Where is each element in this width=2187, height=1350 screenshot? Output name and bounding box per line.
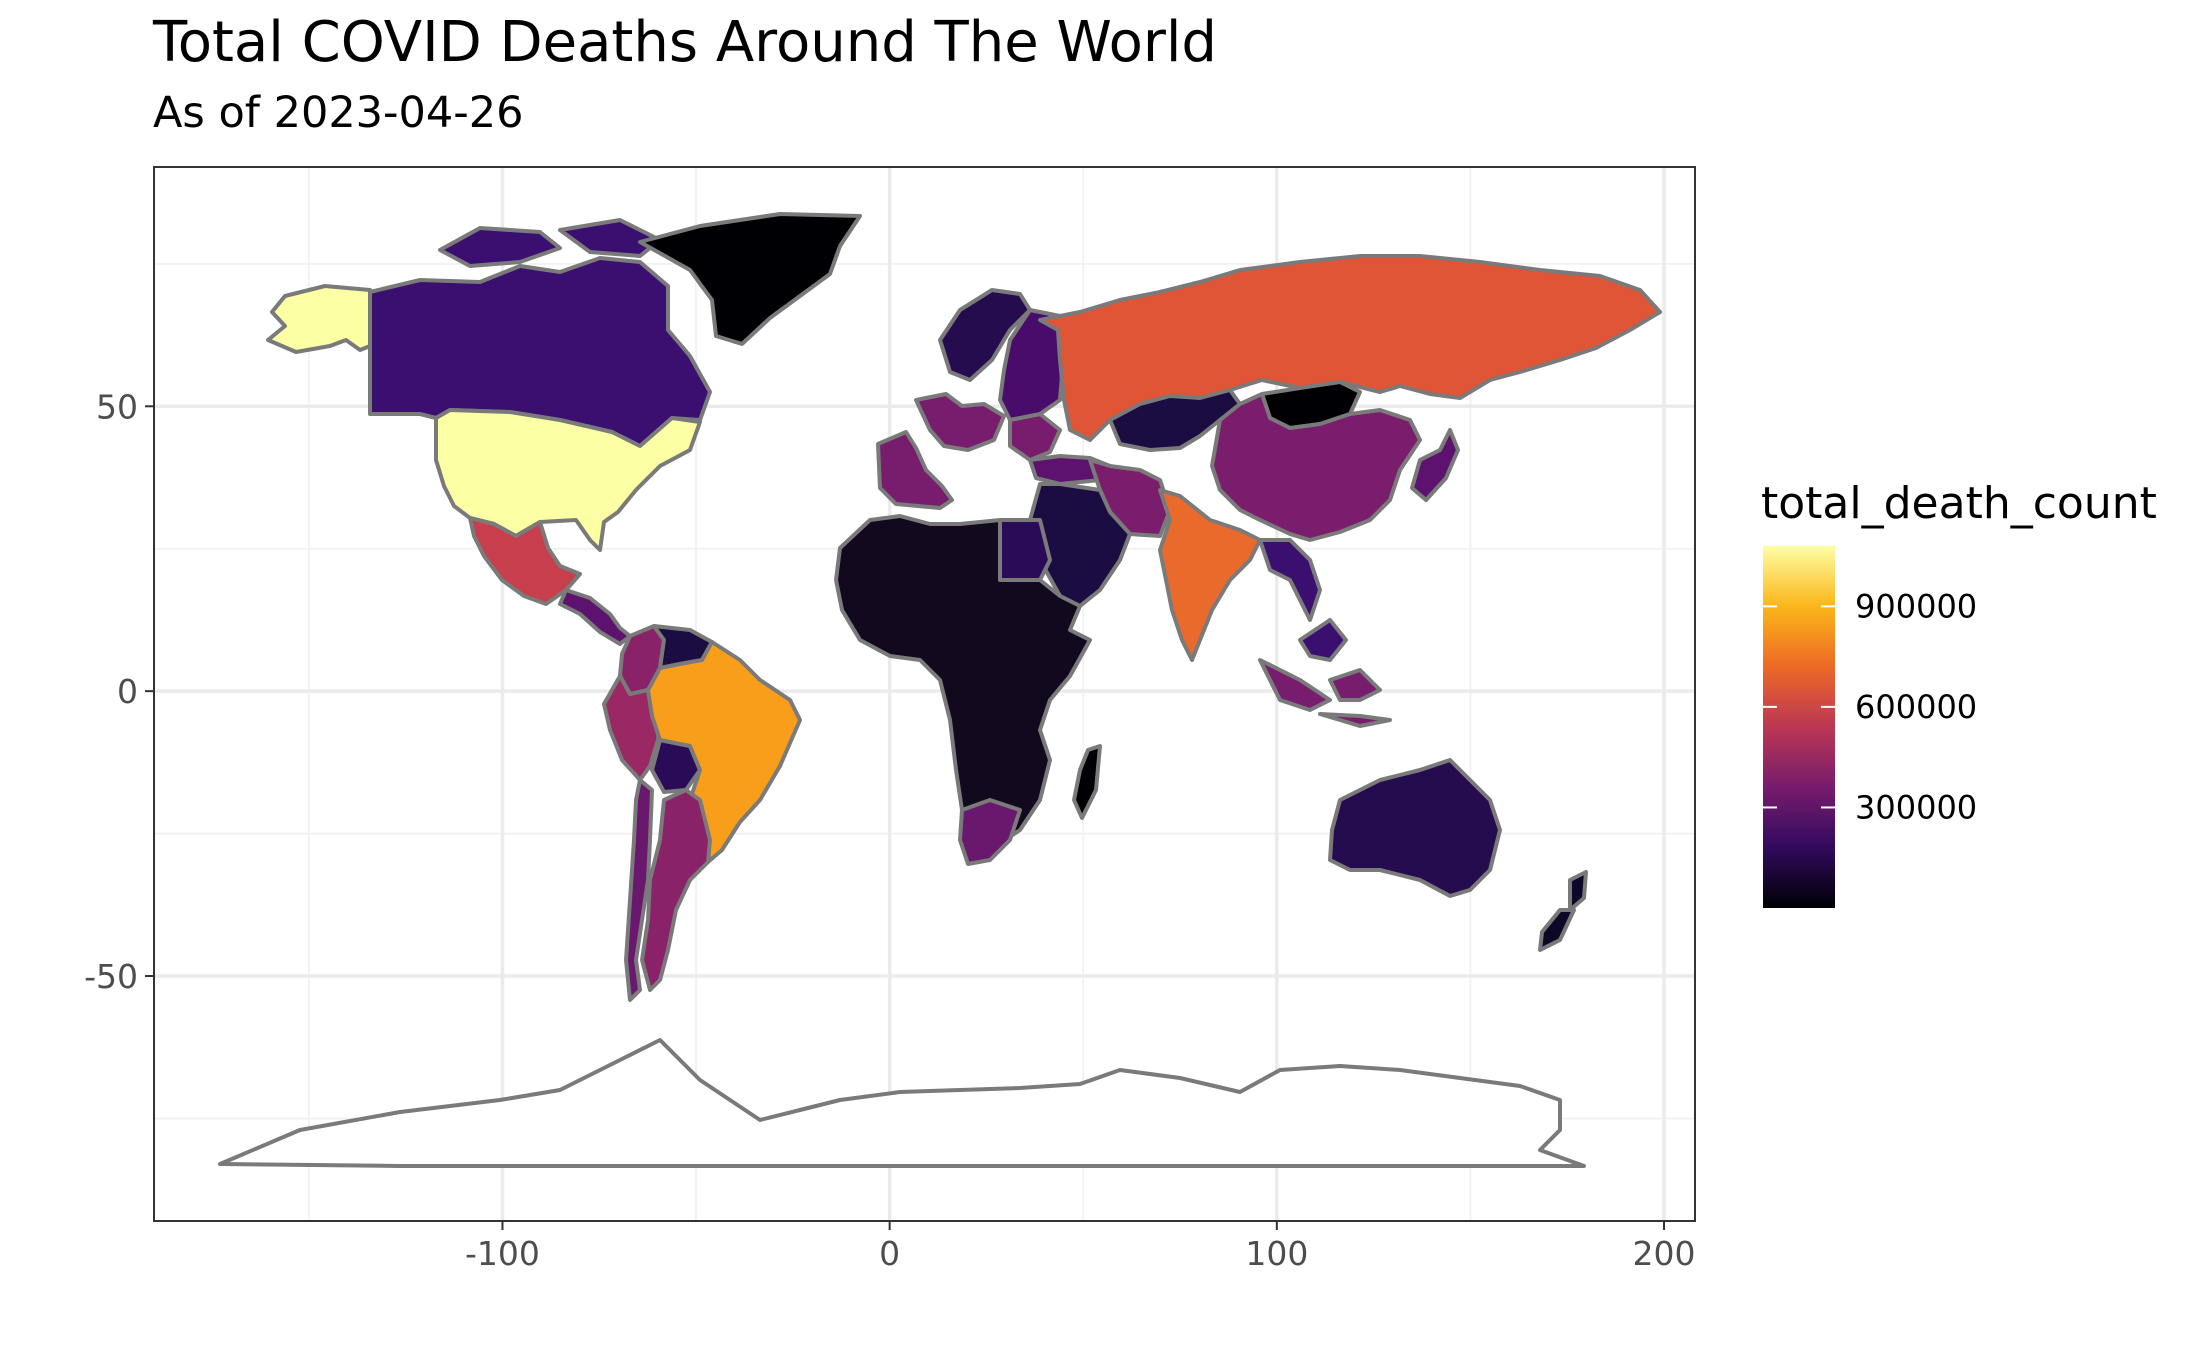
region-united-states: United States: [434, 408, 702, 552]
region-china: China: [1210, 392, 1422, 542]
x-tick-label: 0: [879, 1234, 900, 1273]
chart-subtitle: As of 2023-04-26: [153, 88, 524, 138]
region-argentina: Argentina: [640, 788, 712, 992]
region-greenland: Greenland: [638, 212, 862, 346]
legend: total_death_count 900000 600000 300000: [1761, 478, 2157, 908]
x-tick-label: 200: [1633, 1234, 1696, 1273]
region-indonesia: Indonesia: [1258, 658, 1392, 728]
region-egypt: Egypt: [998, 518, 1052, 582]
y-axis: 50 0 -50: [84, 387, 154, 996]
country-layer: Alaska (USA)CanadaGreenlandUnited States…: [218, 212, 1662, 1168]
region-india: India: [1158, 488, 1262, 662]
region-southeast-asia: Southeast Asia: [1258, 538, 1348, 662]
region-new-zealand: New Zealand: [1538, 870, 1588, 952]
legend-label: 900000: [1855, 587, 1977, 625]
region-central-america: Central America: [558, 588, 632, 646]
y-tick-label: 50: [96, 387, 138, 426]
chart-title: Total COVID Deaths Around The World: [153, 10, 1217, 75]
region-mexico: Mexico: [468, 516, 582, 606]
legend-colorbar: [1763, 546, 1835, 908]
x-tick-label: -100: [465, 1234, 540, 1273]
panel-border: [153, 166, 1696, 1222]
region-africa: Africa: [834, 514, 1092, 852]
y-tick-label: -50: [84, 957, 138, 996]
region-brazil: Brazil: [646, 640, 802, 864]
region-japan: Japan: [1410, 428, 1460, 502]
x-axis: -100 0 100 200: [465, 1221, 1696, 1273]
y-tick-label: 0: [117, 672, 138, 711]
region-scandinavia: Scandinavia: [938, 288, 1032, 382]
region-south-africa: South Africa: [958, 798, 1022, 866]
legend-label: 600000: [1855, 688, 1977, 726]
region-alaska-usa: Alaska (USA): [266, 284, 372, 354]
legend-label: 300000: [1855, 788, 1977, 826]
region-western-europe: Western Europe: [876, 392, 1062, 510]
region-australia: Australia: [1328, 758, 1502, 898]
legend-title: total_death_count: [1761, 478, 2157, 529]
region-chile: Chile: [624, 778, 654, 1002]
region-antarctica: Antarctica: [218, 1038, 1586, 1168]
region-madagascar: Madagascar: [1072, 744, 1102, 820]
region-peru: Peru: [602, 674, 662, 782]
legend-ticks: 900000 600000 300000: [1763, 587, 1977, 826]
x-tick-label: 100: [1245, 1234, 1308, 1273]
